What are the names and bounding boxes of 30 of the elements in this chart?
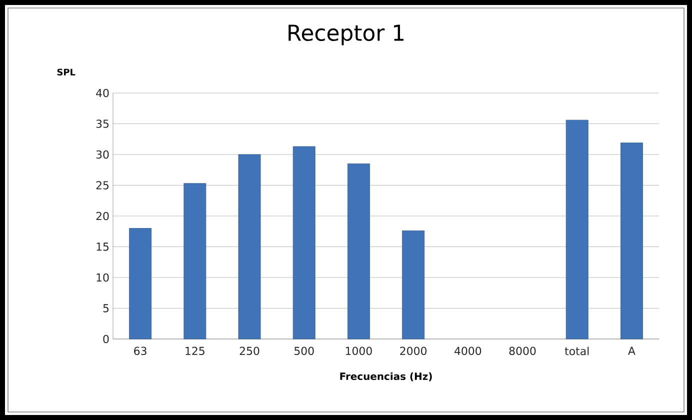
- x-tick-label: A: [628, 346, 636, 355]
- bar: [184, 183, 206, 340]
- chart-title: Receptor 1: [288, 24, 404, 46]
- x-tick-label: 63: [134, 346, 146, 356]
- bar: [566, 120, 588, 340]
- bar: [238, 154, 261, 340]
- x-tick-label: total: [564, 346, 589, 356]
- bar: [620, 142, 643, 340]
- x-tick-label: 8000: [509, 346, 536, 356]
- x-tick-label: 1000: [346, 346, 372, 356]
- bar: [129, 228, 152, 340]
- bar: [348, 164, 370, 340]
- x-tick-label: 250: [240, 346, 260, 356]
- bar: [292, 146, 316, 340]
- y-tick-label: 10: [96, 273, 109, 282]
- x-tick-label: 500: [294, 346, 314, 356]
- x-axis-title: Frecuencias (Hz): [340, 372, 432, 382]
- x-tick-label: 2000: [400, 346, 427, 356]
- y-tick-label: 0: [103, 334, 109, 344]
- y-tick-label: 5: [103, 304, 109, 312]
- bar: [402, 230, 425, 340]
- y-tick-label: 25: [96, 181, 109, 190]
- x-tick-label: 125: [186, 346, 204, 356]
- y-axis-title: SPL: [57, 68, 76, 76]
- y-tick-label: 40: [96, 88, 109, 98]
- y-tick-label: 35: [96, 120, 109, 128]
- y-tick-label: 15: [96, 242, 109, 251]
- y-tick-label: 20: [96, 212, 109, 220]
- y-tick-label: 30: [96, 150, 109, 159]
- x-tick-label: 4000: [454, 346, 482, 356]
